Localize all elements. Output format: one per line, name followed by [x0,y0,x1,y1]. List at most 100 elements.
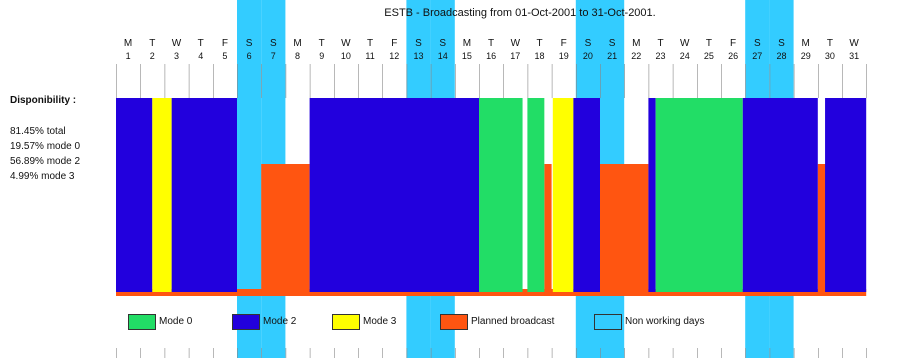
legend-swatch-nonworking [594,314,622,330]
day-number-label: 1 [126,51,131,61]
planned-segment-0 [116,289,867,296]
day-gridlines [116,64,868,358]
stat-total: 81.45% total [10,126,66,137]
day-of-week-label: T [706,38,712,49]
legend-label-mode3: Mode 3 [363,316,397,327]
day-number-label: 10 [341,51,351,61]
day-number-label: 7 [271,51,276,61]
broadcast-segment-mode2-10 [742,98,818,292]
day-of-week-label: T [827,38,833,49]
day-number-label: 5 [222,51,227,61]
day-of-week-label: W [172,38,182,49]
day-of-week-label: S [270,38,277,49]
legend-swatch-mode0 [128,314,156,330]
day-number-label: 12 [389,51,399,61]
broadcast-segment-mode0-4 [479,98,523,292]
day-number-label: 14 [438,51,448,61]
day-of-week-label: M [802,38,810,49]
stat-mode-2: 56.89% mode 2 [10,156,81,167]
day-number-label: 2 [150,51,155,61]
planned-segment-3 [600,164,649,296]
day-number-label: 9 [319,51,324,61]
day-of-week-label: S [585,38,592,49]
planned-segment-1 [261,164,310,296]
non-working-day-6 [237,0,262,358]
day-of-week-label: S [439,38,446,49]
day-number-label: 27 [752,51,762,61]
stat-mode-0: 19.57% mode 0 [10,141,81,152]
day-of-week-label: W [680,38,690,49]
day-number-label: 6 [247,51,252,61]
broadcast-segment-mode2-3 [309,98,479,292]
broadcast-segment-mode3-1 [152,98,172,292]
broadcast-segment-mode0-9 [655,98,743,292]
day-of-week-label: T [149,38,155,49]
day-of-week-label: T [198,38,204,49]
day-number-label: 29 [801,51,811,61]
planned-segment-4 [817,164,828,296]
legend-swatch-mode2 [232,314,260,330]
day-number-label: 30 [825,51,835,61]
day-number-label: 3 [174,51,179,61]
planned-broadcast-bars [116,164,867,296]
day-number-label: 18 [534,51,544,61]
day-of-week-label: F [730,38,736,49]
legend-swatch-mode3 [332,314,360,330]
day-number-label: 13 [413,51,423,61]
day-number-label: 31 [849,51,859,61]
broadcast-segment-mode2-11 [825,98,867,292]
day-of-week-label: T [536,38,542,49]
legend-label-mode0: Mode 0 [159,316,193,327]
day-of-week-label: T [319,38,325,49]
day-of-week-label: S [246,38,253,49]
broadcast-segment-mode2-0 [116,98,153,292]
broadcast-segment-mode3-6 [552,98,574,292]
day-of-week-label: S [778,38,785,49]
day-number-label: 22 [631,51,641,61]
day-number-label: 19 [559,51,569,61]
day-of-week-label: S [754,38,761,49]
day-of-week-label: M [463,38,471,49]
day-labels: M 1 T 2 W 3 T 4 F 5 S 6 S 7 M 8 T 9 W 10 T 11 F 12 S 13 S 14 M 15 T 16 W… [124,38,859,61]
chart-title: ESTB - Broadcasting from 01-Oct-2001 to … [384,7,656,19]
day-of-week-label: S [415,38,422,49]
broadcast-segment-mode2-8 [648,98,656,292]
day-of-week-label: F [561,38,567,49]
legend-label-planned: Planned broadcast [471,316,555,327]
legend-label-mode2: Mode 2 [263,316,297,327]
day-number-label: 26 [728,51,738,61]
day-number-label: 21 [607,51,617,61]
day-number-label: 15 [462,51,472,61]
day-of-week-label: F [222,38,228,49]
day-of-week-label: M [124,38,132,49]
day-number-label: 17 [510,51,520,61]
day-of-week-label: W [849,38,859,49]
broadcast-segment-mode2-7 [573,98,600,292]
legend-swatch-planned [440,314,468,330]
day-number-label: 23 [655,51,665,61]
day-number-label: 16 [486,51,496,61]
stat-mode-3: 4.99% mode 3 [10,171,75,182]
disponibility-heading: Disponibility : [10,95,77,106]
day-number-label: 20 [583,51,593,61]
broadcast-segment-mode0-5 [527,98,545,292]
day-of-week-label: T [367,38,373,49]
day-number-label: 28 [776,51,786,61]
day-number-label: 24 [680,51,690,61]
day-number-label: 8 [295,51,300,61]
broadcast-mode-bars [116,98,867,292]
day-number-label: 4 [198,51,203,61]
day-of-week-label: F [391,38,397,49]
broadcast-segment-mode2-2 [171,98,237,292]
day-number-label: 25 [704,51,714,61]
day-of-week-label: W [511,38,521,49]
day-number-label: 11 [365,51,374,61]
legend-label-nonworking: Non working days [625,316,705,327]
day-of-week-label: S [609,38,616,49]
day-of-week-label: M [293,38,301,49]
planned-segment-2 [544,164,552,296]
day-of-week-label: T [488,38,494,49]
day-of-week-label: W [341,38,351,49]
day-of-week-label: M [632,38,640,49]
